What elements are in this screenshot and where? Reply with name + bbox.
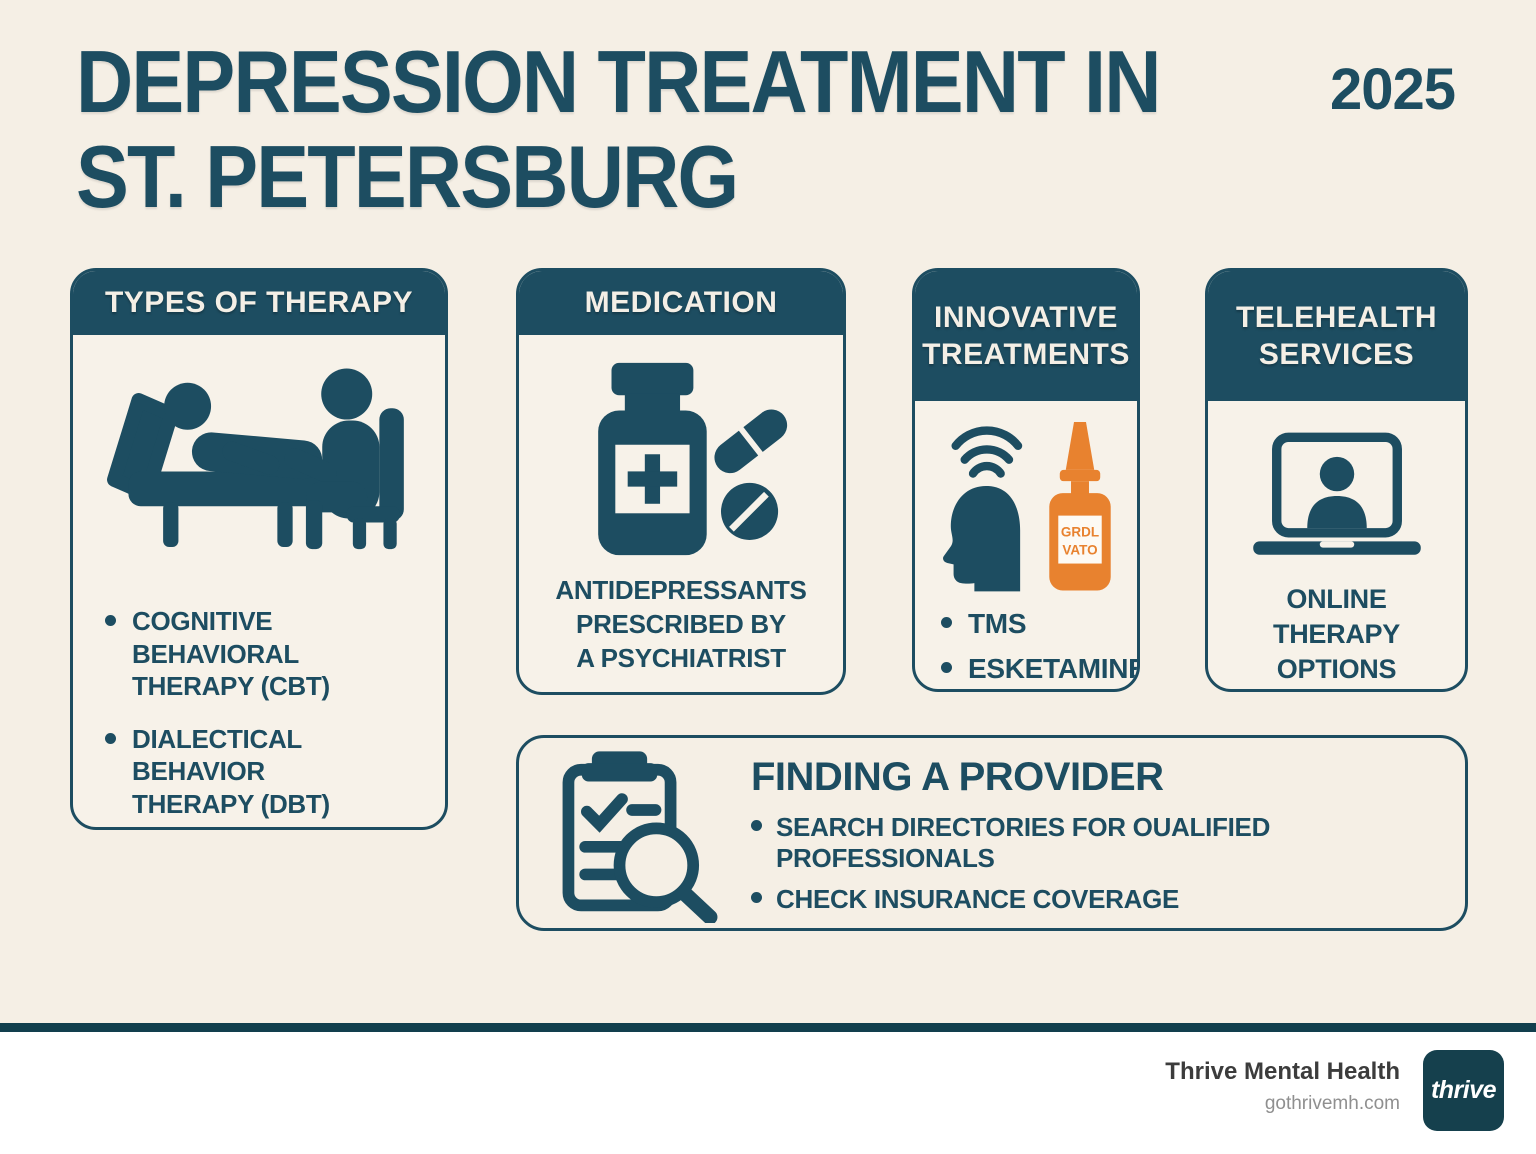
therapy-list: COGNITIVE BEHAVIORAL THERAPY (CBT) DIALE… [73, 605, 445, 827]
list-item: DIALECTICAL BEHAVIOR THERAPY (DBT) [105, 723, 427, 821]
bullet-dot [751, 819, 762, 831]
bullet-dot [941, 661, 952, 673]
telehealth-laptop-icon [1239, 431, 1435, 568]
bullet-dot [105, 732, 116, 744]
footer: Thrive Mental Health gothrivemh.com thri… [0, 1032, 1536, 1154]
page-title: DEPRESSION TREATMENT IN ST. PETERSBURG [76, 32, 1161, 227]
footer-website: gothrivemh.com [1264, 1093, 1400, 1114]
spray-label-line1: GRDL [1061, 525, 1099, 540]
thrive-logo-text: thrive [1430, 1076, 1497, 1104]
list-item-label: COGNITIVE BEHAVIORAL THERAPY (CBT) [132, 606, 330, 701]
year-label: 2025 [1330, 57, 1456, 122]
list-item-label: SEARCH DIRECTORIES FOR OUALIFIED PROFESS… [776, 811, 1271, 873]
list-item-label: ESKETAMINE [968, 652, 1140, 684]
list-item-label: TMS [968, 608, 1027, 639]
pill-bottle-icon [562, 357, 800, 562]
card-title: TELEHEALTH SERVICES [1208, 271, 1465, 401]
list-item: ESKETAMINE [941, 653, 1137, 685]
list-item: COGNITIVE BEHAVIORAL THERAPY (CBT) [105, 605, 427, 703]
nasal-spray-icon: GRDL VATO [1038, 419, 1122, 595]
finding-a-provider-panel: FINDING A PROVIDER SEARCH DIRECTORIES FO… [516, 735, 1468, 931]
clipboard-search-icon [545, 743, 725, 923]
bullet-dot [105, 615, 116, 626]
bullet-dot [941, 617, 952, 628]
therapy-session-icon [106, 349, 412, 589]
provider-list: SEARCH DIRECTORIES FOR OUALIFIED PROFESS… [751, 812, 1445, 916]
card-types-of-therapy: TYPES OF THERAPY [70, 268, 448, 830]
card-innovative-treatments: INNOVATIVE TREATMENTS [912, 268, 1140, 692]
list-item: CHECK INSURANCE COVERAGE [751, 884, 1445, 915]
list-item-label: CHECK INSURANCE COVERAGE [776, 884, 1180, 915]
footer-divider [0, 1023, 1536, 1032]
spray-label-line2: VATO [1062, 543, 1097, 558]
card-title: TYPES OF THERAPY [73, 271, 445, 335]
innovative-list: TMS ESKETAMINE [915, 608, 1137, 685]
card-caption: ONLINE THERAPY OPTIONS [1273, 584, 1400, 685]
card-telehealth-services: TELEHEALTH SERVICES ONLINE THERAPY OPTIO… [1205, 268, 1468, 692]
provider-title: FINDING A PROVIDER [751, 754, 1164, 799]
card-caption: ANTIDEPRESSANTS PRESCRIBED BY A PSYCHIAT… [555, 575, 807, 673]
card-medication: MEDICATION ANTIDEPRESSANTS PRE [516, 268, 846, 695]
list-item: SEARCH DIRECTORIES FOR OUALIFIED PROFESS… [751, 812, 1445, 874]
card-title: INNOVATIVE TREATMENTS [915, 271, 1137, 401]
footer-brand-name: Thrive Mental Health [1165, 1058, 1400, 1085]
card-title: MEDICATION [519, 271, 843, 335]
bullet-dot [751, 892, 762, 904]
tms-head-icon [930, 411, 1034, 595]
thrive-logo: thrive [1423, 1050, 1504, 1131]
list-item-label: DIALECTICAL BEHAVIOR THERAPY (DBT) [132, 723, 330, 819]
list-item: TMS [941, 608, 1127, 640]
